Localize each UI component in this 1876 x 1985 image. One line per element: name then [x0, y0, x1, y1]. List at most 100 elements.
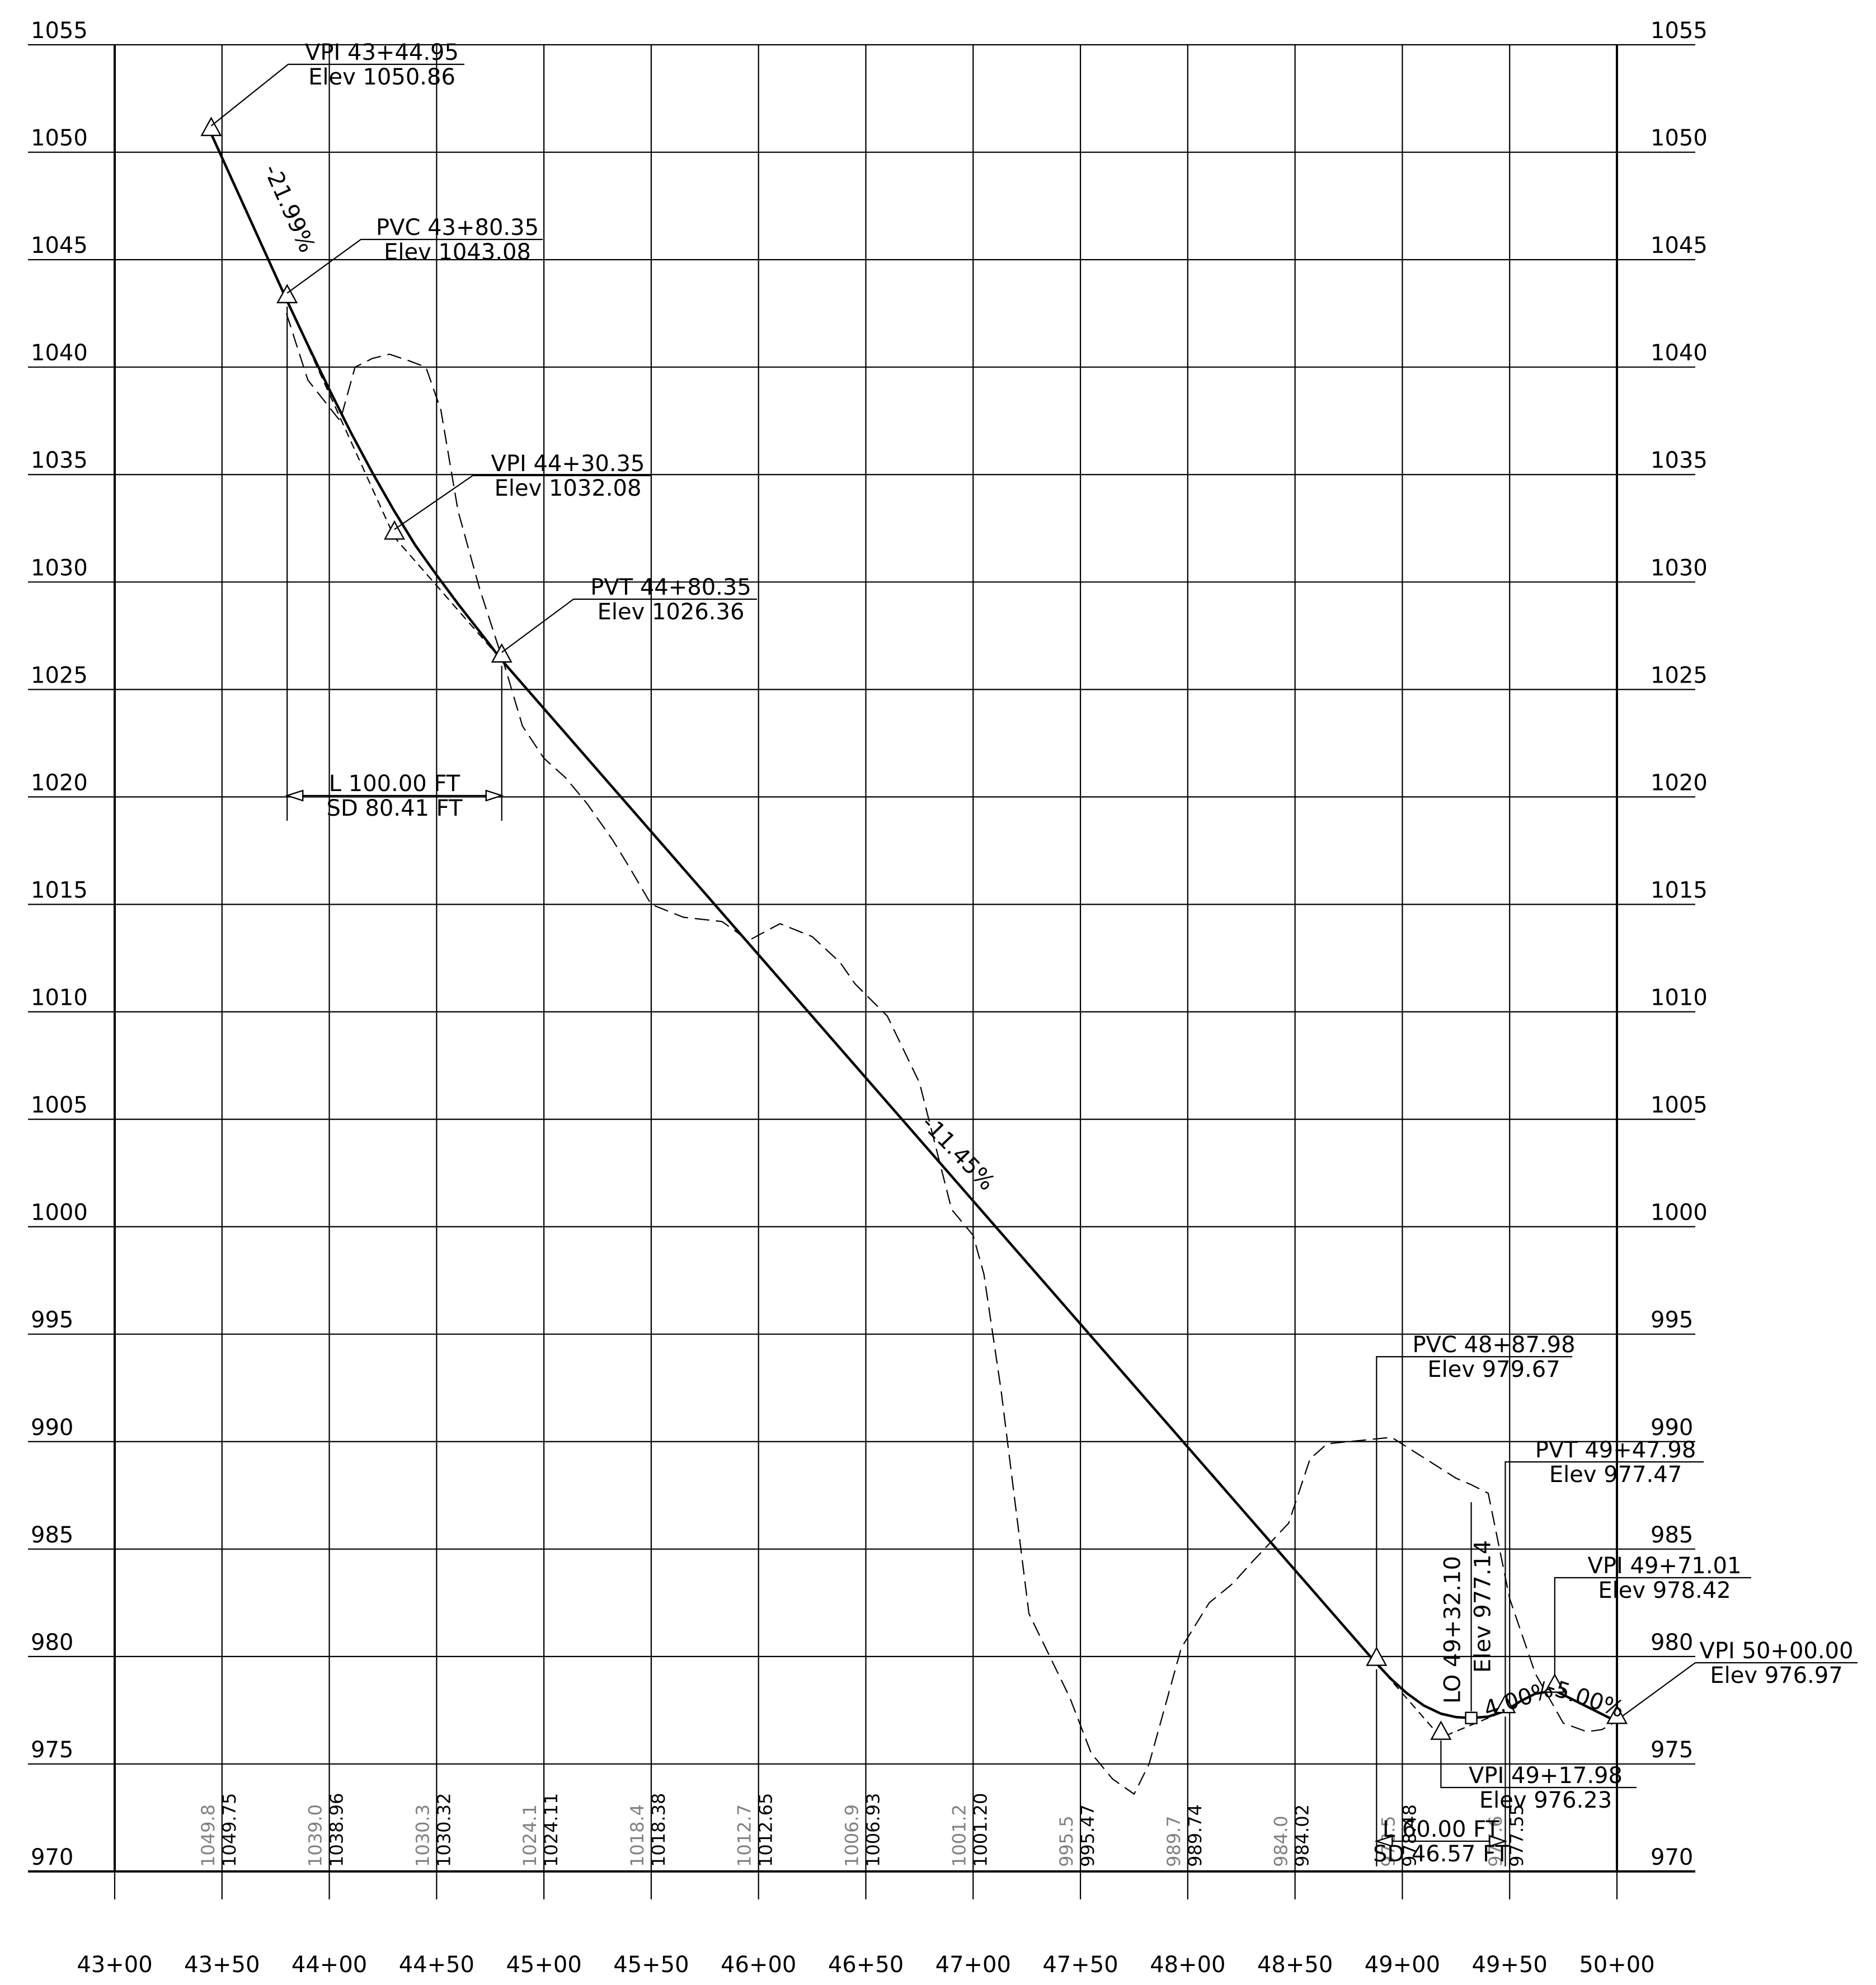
- crest-curve-arrow: [285, 789, 304, 802]
- station-tick-label: 49+50: [1472, 1952, 1548, 1978]
- elevation-tick-label: 1000: [1651, 1200, 1708, 1226]
- vertical-point-station-label: PVT 44+80.35: [590, 575, 751, 600]
- existing-elevation-label: 984.0: [1271, 1815, 1292, 1867]
- vertical-point-station-label: VPI 49+17.98: [1469, 1763, 1623, 1789]
- elevation-tick-label: 970: [31, 1845, 73, 1870]
- elevation-tick-label: 1045: [31, 233, 88, 258]
- sag-curve-arrow: [1374, 1835, 1393, 1847]
- proposed-elevation-label: 1038.96: [326, 1793, 347, 1867]
- vertical-point-station-label: VPI 44+30.35: [491, 451, 645, 477]
- existing-elevation-label: 989.7: [1163, 1815, 1184, 1867]
- proposed-elevation-label: 1006.93: [863, 1793, 884, 1867]
- proposed-elevation-label: 989.74: [1184, 1804, 1206, 1867]
- elevation-tick-label: 1015: [31, 877, 88, 903]
- existing-elevation-label: 1001.2: [948, 1804, 970, 1867]
- crest-curve-sight-distance-label: SD 80.41 FT: [327, 796, 463, 821]
- vertical-point-marker: [1366, 1647, 1388, 1666]
- vertical-point-leader: [1622, 1662, 1858, 1717]
- elevation-tick-label: 1010: [1651, 985, 1708, 1011]
- vertical-point-station-label: PVC 48+87.98: [1412, 1332, 1575, 1358]
- elevation-tick-label: 975: [1651, 1737, 1693, 1763]
- crest-curve-arrow: [485, 789, 504, 802]
- proposed-elevation-label: 1024.11: [540, 1793, 562, 1867]
- vertical-point-elevation-label: Elev 976.97: [1710, 1663, 1842, 1688]
- existing-elevation-label: 1006.9: [841, 1804, 863, 1867]
- existing-elevation-label: 1012.7: [734, 1804, 755, 1867]
- elevation-tick-label: 1020: [1651, 770, 1708, 796]
- vertical-point-marker: [1430, 1720, 1452, 1740]
- station-tick-label: 49+00: [1365, 1952, 1440, 1978]
- proposed-elevation-label: 1012.65: [755, 1793, 777, 1867]
- existing-ground-line: [285, 313, 1618, 1795]
- vertical-point-leader: [286, 238, 543, 294]
- grade-label: 4.00%: [1480, 1676, 1556, 1723]
- elevation-tick-label: 1025: [1651, 662, 1708, 688]
- existing-elevation-label: 1030.3: [412, 1804, 433, 1867]
- sag-curve-arrow: [1489, 1835, 1508, 1847]
- station-tick-label: 47+00: [935, 1952, 1011, 1978]
- vertical-point-station-label: VPI 50+00.00: [1700, 1638, 1854, 1664]
- elevation-tick-label: 1050: [1651, 125, 1708, 151]
- vertical-point-elevation-label: Elev 1026.36: [598, 599, 745, 625]
- elevation-tick-label: 1025: [31, 662, 88, 688]
- elevation-tick-label: 1050: [31, 125, 88, 151]
- low-point-marker: [1465, 1711, 1478, 1724]
- elevation-tick-label: 975: [31, 1737, 73, 1763]
- elevation-tick-label: 980: [1651, 1630, 1693, 1655]
- elevation-tick-label: 1010: [31, 985, 88, 1011]
- elevation-tick-label: 1000: [31, 1200, 88, 1226]
- station-tick-label: 43+50: [184, 1952, 260, 1978]
- sag-curve-tangents: [1376, 1663, 1506, 1739]
- vertical-point-elevation-label: Elev 978.42: [1598, 1578, 1731, 1603]
- vertical-point-leader: [210, 63, 464, 126]
- sag-curve-length-label: L 60.00 FT: [1383, 1817, 1500, 1842]
- elevation-tick-label: 1045: [1651, 233, 1708, 258]
- station-tick-label: 45+50: [613, 1952, 689, 1978]
- elevation-tick-label: 1005: [31, 1093, 88, 1118]
- vertical-point-elevation-label: Elev 976.23: [1479, 1788, 1612, 1813]
- sag-curve-sight-distance-label: SD 46.57 FT: [1373, 1841, 1509, 1867]
- elevation-tick-label: 985: [31, 1522, 73, 1548]
- elevation-tick-label: 1040: [31, 340, 88, 366]
- station-tick-label: 50+00: [1579, 1952, 1654, 1978]
- crest-curve-length-label: L 100.00 FT: [329, 771, 460, 797]
- vertical-point-station-label: VPI 49+71.01: [1588, 1553, 1742, 1579]
- station-tick-label: 43+00: [77, 1952, 152, 1978]
- existing-elevation-label: 995.5: [1056, 1815, 1077, 1867]
- vertical-point-elevation-label: Elev 979.67: [1427, 1357, 1560, 1382]
- station-tick-label: 46+00: [721, 1952, 796, 1978]
- vertical-point-leader: [1376, 1356, 1572, 1650]
- station-elevation-labels: 1049.8 1049.75 1039.0 1038.96 1030.3 1030.32 1…: [198, 1793, 1527, 1867]
- station-tick-label: 47+50: [1042, 1952, 1118, 1978]
- elevation-tick-label: 990: [31, 1415, 73, 1441]
- elevation-tick-label: 985: [1651, 1522, 1693, 1548]
- elevation-gridlines: [28, 44, 1695, 1873]
- existing-elevation-label: 1049.8: [198, 1804, 219, 1867]
- station-axis: 43+00 43+50 44+00 44+50 45+00 45+50 46+00 46+50…: [77, 1871, 1655, 1978]
- station-tick-label: 45+00: [506, 1952, 581, 1978]
- vertical-point-elevation-label: Elev 1043.08: [384, 239, 531, 265]
- low-point-elevation-label: Elev 977.14: [1470, 1540, 1496, 1673]
- vertical-point-elevation-label: Elev 977.47: [1549, 1462, 1682, 1488]
- proposed-elevation-label: 984.02: [1292, 1804, 1313, 1867]
- proposed-elevation-label: 977.55: [1506, 1804, 1527, 1867]
- existing-elevation-label: 1039.0: [305, 1804, 326, 1867]
- elevation-tick-label: 1015: [1651, 877, 1708, 903]
- proposed-grade-line: [210, 133, 1618, 1723]
- elevation-tick-label: 995: [31, 1307, 73, 1333]
- station-gridlines: [114, 45, 1618, 1871]
- elevation-tick-label: 970: [1651, 1845, 1693, 1870]
- proposed-elevation-label: 995.47: [1077, 1804, 1098, 1867]
- elevation-tick-label: 1055: [31, 18, 88, 44]
- grade-labels: -21.99%-11.45%4.00%-5.00%: [258, 161, 1628, 1723]
- left-elevation-axis: 1055 1050 1045 1040 1035 1030 1025 1020 1015 1010…: [31, 18, 88, 1870]
- elevation-tick-label: 1030: [1651, 555, 1708, 581]
- right-elevation-axis: 1055 1050 1045 1040 1035 1030 1025 1020 1015 1010…: [1651, 18, 1708, 1870]
- vertical-point-marker: [491, 643, 513, 663]
- station-tick-label: 44+50: [399, 1952, 474, 1978]
- elevation-tick-label: 1005: [1651, 1093, 1708, 1118]
- elevation-tick-label: 1030: [31, 555, 88, 581]
- profile-lines: [210, 133, 1618, 1795]
